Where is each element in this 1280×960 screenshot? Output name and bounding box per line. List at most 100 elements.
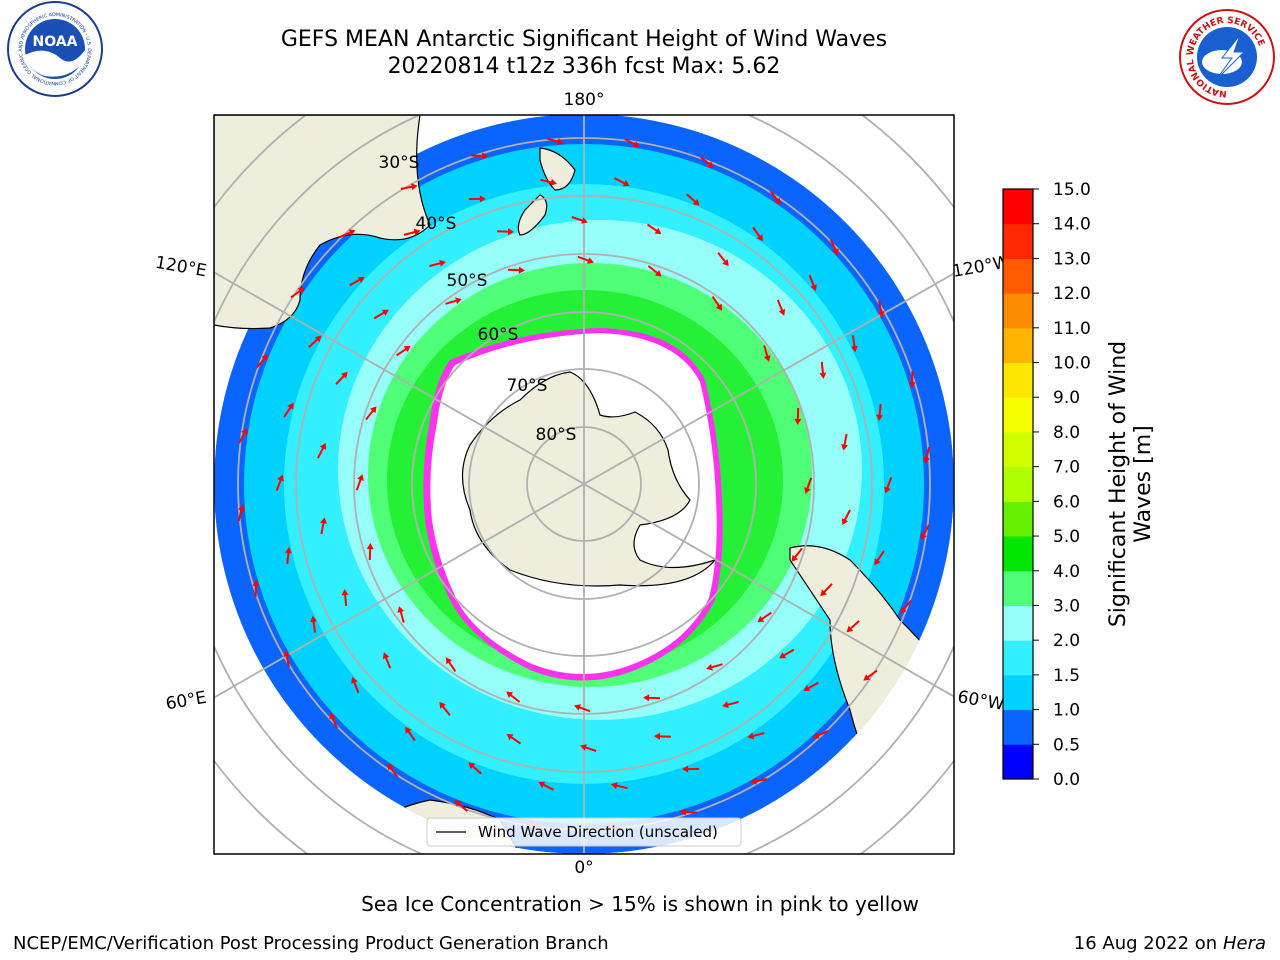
colorbar-segment bbox=[1003, 605, 1033, 641]
wave-arrow-shaft bbox=[763, 345, 769, 359]
colorbar-segment bbox=[1003, 397, 1033, 433]
wave-arrow-head bbox=[692, 198, 700, 206]
wave-arrow-head bbox=[750, 777, 757, 785]
wave-arrow-head bbox=[556, 138, 564, 145]
wave-arrow-head bbox=[832, 248, 839, 256]
lat-label-70s: 70°S bbox=[507, 376, 548, 396]
wave-arrow-head bbox=[900, 606, 907, 614]
wave-arrow-shaft bbox=[577, 255, 591, 263]
wave-arrow-head bbox=[757, 615, 765, 623]
nws-logo: NATIONAL WEATHER SERVICE bbox=[1179, 9, 1275, 105]
wave-arrow-head bbox=[877, 311, 885, 318]
wave-arrow-shaft bbox=[339, 230, 353, 238]
wave-arrow-shaft bbox=[283, 405, 293, 418]
colorbar-tick-label: 13.0 bbox=[1053, 249, 1091, 269]
wave-arrow-head bbox=[314, 335, 322, 343]
wave-arrow-head bbox=[405, 726, 412, 734]
wave-arrow-shaft bbox=[508, 693, 521, 703]
wave-arrow-head bbox=[287, 402, 294, 410]
wave-arrow-shaft bbox=[776, 299, 784, 313]
colorbar-segment bbox=[1003, 466, 1033, 502]
wave-arrow-head bbox=[654, 270, 662, 277]
colorbar-tick-label: 1.5 bbox=[1053, 666, 1080, 686]
wave-arrow-shaft bbox=[885, 477, 893, 490]
wave-arrow-shaft bbox=[709, 663, 723, 669]
wave-arrow-shaft bbox=[577, 705, 591, 713]
wave-arrow-shaft bbox=[711, 296, 721, 308]
wave-arrow-head bbox=[454, 800, 462, 807]
wave-arrow-shaft bbox=[751, 732, 765, 738]
new-zealand-land bbox=[539, 147, 576, 191]
wave-arrow-head bbox=[841, 518, 849, 526]
wave-arrow-shaft bbox=[769, 190, 780, 203]
wave-arrow-head bbox=[803, 684, 811, 692]
colorbar-tick-label: 8.0 bbox=[1053, 423, 1080, 443]
colorbar-tick-label: 15.0 bbox=[1053, 180, 1091, 200]
svg-text:NOAA: NOAA bbox=[33, 34, 78, 50]
wave-arrow-head bbox=[506, 733, 514, 741]
wave-arrow-head bbox=[381, 309, 389, 316]
wave-arrow-head bbox=[538, 781, 546, 788]
wave-arrow-head bbox=[923, 456, 930, 464]
wave-arrow-shaft bbox=[365, 408, 375, 421]
wave-arrow-head bbox=[252, 579, 260, 586]
wave-arrow-shaft bbox=[699, 156, 712, 167]
wave-arrow-shaft bbox=[852, 335, 856, 349]
wave-arrow-shaft bbox=[782, 648, 795, 658]
wave-arrow-head bbox=[397, 606, 405, 613]
wave-arrow-head bbox=[348, 229, 356, 236]
wave-arrow-shaft bbox=[352, 680, 360, 694]
wave-arrow-shaft bbox=[308, 337, 320, 348]
wave-arrow-shaft bbox=[497, 230, 511, 233]
wave-arrow-shaft bbox=[878, 300, 883, 314]
wave-arrow-shaft bbox=[254, 583, 257, 597]
colorbar-segment bbox=[1003, 293, 1033, 329]
wave-arrow-shaft bbox=[447, 660, 457, 672]
lon-label-120e: 120°E bbox=[154, 253, 208, 282]
wave-arrow-head bbox=[411, 183, 418, 191]
wave-arrow-shaft bbox=[647, 265, 660, 275]
wave-arrow-head bbox=[357, 474, 364, 481]
wave-arrow-shaft bbox=[320, 521, 325, 535]
wave-arrow-shaft bbox=[921, 524, 930, 537]
colorbar-tick-label: 1.0 bbox=[1053, 701, 1080, 721]
wave-arrow-shaft bbox=[820, 361, 825, 376]
wave-arrow-shaft bbox=[355, 477, 363, 491]
wave-arrow-shaft bbox=[911, 371, 914, 385]
wave-arrow-head bbox=[507, 228, 515, 236]
colorbar-segment bbox=[1003, 501, 1033, 537]
colorbar-tick-label: 4.0 bbox=[1053, 562, 1080, 582]
wave-arrow-shaft bbox=[429, 261, 443, 267]
wave-arrow-head bbox=[238, 504, 245, 512]
wave-arrow-shaft bbox=[403, 230, 417, 236]
colorbar-segment bbox=[1003, 744, 1033, 780]
wave-arrow-head bbox=[820, 589, 827, 597]
wave-arrow-shaft bbox=[925, 446, 931, 460]
wave-arrow-shaft bbox=[683, 811, 697, 814]
colorbar-tick-label: 10.0 bbox=[1053, 354, 1091, 374]
wave-arrow-head bbox=[794, 418, 802, 425]
wave-arrow-head bbox=[884, 486, 891, 494]
wave-arrow-head bbox=[482, 152, 489, 160]
map-subtitle: 20220814 t12z 336h fcst Max: 5.62 bbox=[387, 54, 781, 79]
wave-arrow-head bbox=[874, 558, 881, 566]
wave-arrow-shaft bbox=[349, 278, 362, 287]
wave-arrow-head bbox=[297, 287, 305, 294]
wave-arrow-shaft bbox=[754, 778, 768, 783]
wave-arrow-shaft bbox=[822, 583, 833, 594]
colorbar-segment bbox=[1003, 640, 1033, 676]
wave-arrow-shaft bbox=[752, 226, 762, 239]
wave-arrow-shaft bbox=[441, 704, 451, 716]
wave-arrow-shaft bbox=[335, 374, 346, 385]
wave-arrow-shaft bbox=[471, 154, 485, 157]
wave-arrow-head bbox=[819, 372, 827, 379]
wave-arrow-shaft bbox=[406, 729, 416, 742]
wave-arrow-head bbox=[679, 808, 686, 816]
wave-arrow-head bbox=[611, 782, 618, 790]
wave-arrow-head bbox=[682, 765, 689, 773]
map-projection bbox=[214, 115, 954, 854]
colorbar-segment bbox=[1003, 327, 1033, 364]
wave-arrow-head bbox=[241, 428, 248, 435]
colorbar-segment bbox=[1003, 431, 1033, 468]
wave-arrow-head bbox=[439, 259, 446, 267]
